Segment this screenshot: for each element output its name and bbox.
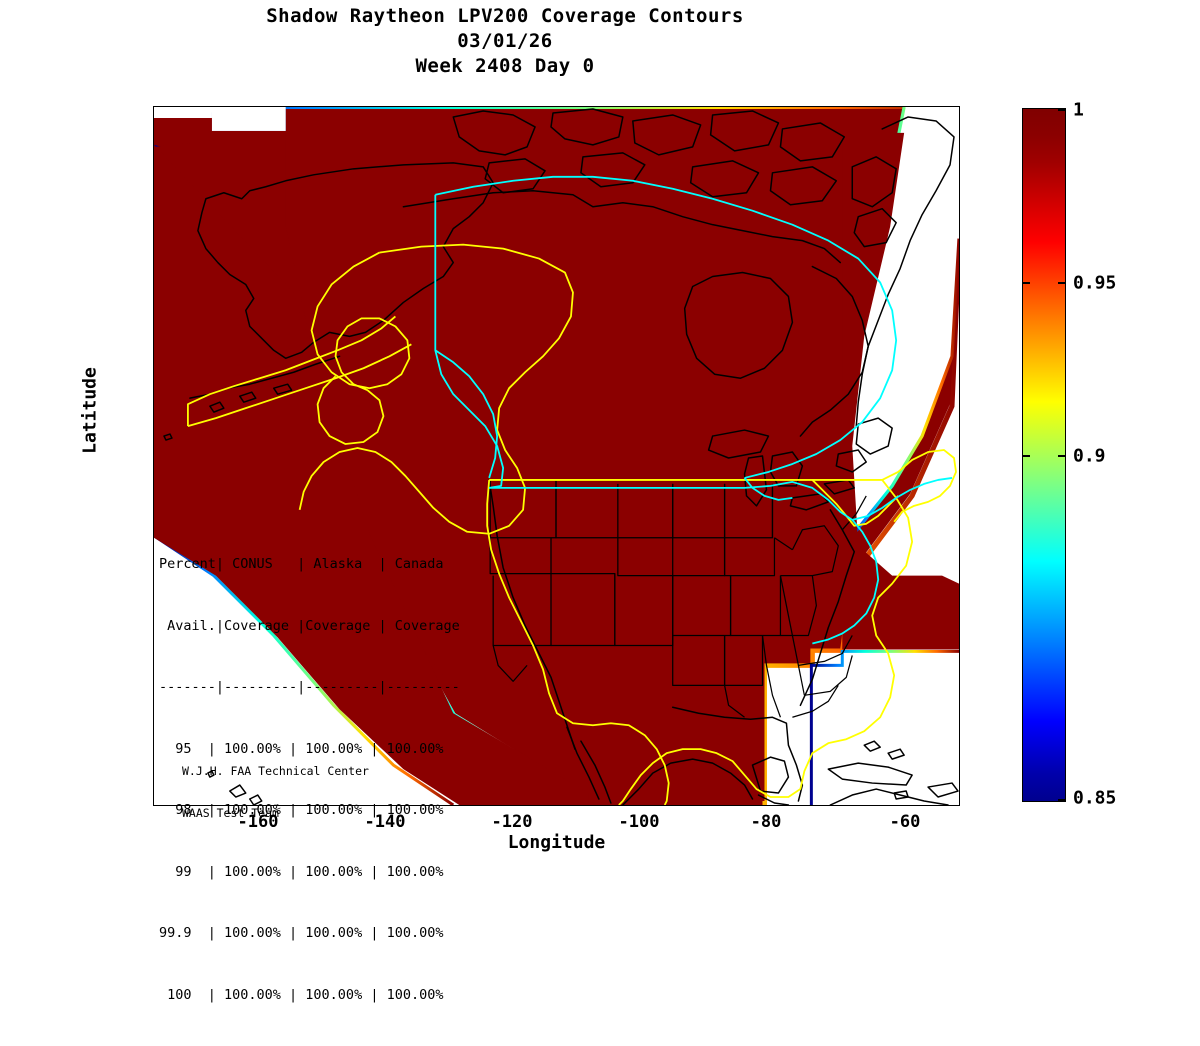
coastline-baffin-island-2 — [853, 207, 897, 248]
coastline-arctic-islands-6 — [689, 160, 760, 198]
canada-region-contour-pacific — [434, 349, 499, 479]
stats-header-row-2: Avail.|Coverage |Coverage | Coverage — [159, 617, 460, 634]
conus-region-contour-west — [486, 479, 670, 805]
stats-row-99-9: 99.9 | 100.00% | 100.00% | 100.00% — [159, 925, 444, 941]
alaska-aleutian-contour-south — [187, 343, 412, 427]
pacific-fringe — [154, 534, 455, 805]
coastline-baja — [566, 726, 600, 800]
uncovered-region-greenland — [844, 107, 959, 536]
coastline-us-east — [799, 509, 856, 707]
coastline-hawaii-3 — [249, 794, 263, 805]
credit-block: W.J.H. FAA Technical Center WAAS Test Te… — [182, 736, 369, 848]
coverage-gap-nw-2 — [211, 107, 286, 131]
stats-row-98: 98 | 100.00% | 100.00% | 100.00% — [159, 802, 444, 818]
coastline-south-america — [829, 788, 949, 805]
uncovered-region-south-atlantic — [811, 651, 959, 805]
credit-line-1: W.J.H. FAA Technical Center — [182, 764, 369, 778]
canada-region-contour-south — [489, 477, 953, 521]
x-tick-minus160: -160 — [237, 812, 279, 832]
coastline-canada-north — [402, 190, 842, 264]
credit-line-2: WAAS Test Team — [182, 806, 279, 820]
coverage-gap-nw-3 — [154, 107, 212, 118]
coastline-cuba — [827, 762, 913, 786]
coastline-bahamas-2 — [887, 748, 905, 760]
coverage-step-nw — [154, 117, 212, 131]
x-tick-minus140: -140 — [364, 812, 406, 832]
coastline-arctic-islands-4 — [709, 110, 780, 152]
coastline-lake-michigan — [743, 455, 768, 507]
coastline-newfoundland — [855, 417, 893, 455]
coastline-aleutian-isl-4 — [163, 433, 173, 441]
coastline-gulf-mexico — [622, 758, 754, 805]
coverage-map-plot — [153, 106, 960, 806]
figure-title: Shadow Raytheon LPV200 Coverage Contours… — [0, 4, 1010, 79]
coastline-arctic-islands-2 — [550, 108, 624, 146]
coastline-us-west — [488, 479, 576, 750]
title-line-2: 03/01/26 — [457, 30, 553, 52]
x-tick-minus60: -60 — [889, 812, 921, 832]
coastline-lake-erie — [789, 493, 830, 511]
stats-divider: -------|---------|---------|--------- — [159, 679, 460, 695]
x-tick-minus80: -80 — [750, 812, 782, 832]
coverage-core-fill — [285, 132, 843, 802]
conus-region-contour-lakes — [811, 479, 899, 527]
coastline-arctic-islands-5 — [779, 122, 846, 162]
us-state-boundaries — [489, 480, 867, 718]
coastline-bahamas — [863, 740, 881, 752]
colorbar-label-095: 0.95 — [1073, 272, 1117, 294]
canada-region-contour-maritime — [812, 519, 880, 645]
coastline-lake-ontario — [823, 479, 856, 495]
coastlines-layer — [163, 108, 959, 805]
title-line-1: Shadow Raytheon LPV200 Coverage Contours — [266, 5, 744, 27]
y-axis-label: Latitude — [79, 367, 101, 454]
coastline-aleutian-isl-2 — [239, 391, 257, 403]
colorbar-tickmark-1 — [1058, 109, 1066, 111]
stats-row-100: 100 | 100.00% | 100.00% | 100.00% — [159, 986, 444, 1003]
x-axis-label: Longitude — [507, 832, 606, 853]
coastline-hawaii-1 — [207, 770, 215, 778]
coverage-core-fill-4 — [154, 144, 589, 805]
coastline-hispaniola — [927, 782, 959, 798]
coastline-arctic-islands-7 — [769, 166, 838, 206]
coastline-baffin-island — [851, 156, 897, 208]
coastline-aleutian-isl-3 — [272, 383, 293, 395]
colorbar-tickmark-09-l — [1022, 455, 1030, 457]
colorbar-label-085: 0.85 — [1073, 787, 1117, 809]
colorbar-tickmark-095-l — [1022, 282, 1030, 284]
figure-canvas: Shadow Raytheon LPV200 Coverage Contours… — [0, 4, 1117, 1003]
colorbar-label-09: 0.9 — [1073, 445, 1106, 467]
canada-region-contour — [435, 175, 898, 479]
colorbar-tickmark-085 — [1058, 799, 1066, 801]
stats-row-95: 95 | 100.00% | 100.00% | 100.00% — [159, 740, 444, 757]
conus-region-contour-ne — [881, 449, 957, 523]
colorbar-tickmark-09 — [1058, 455, 1066, 457]
canada-region-contour-west — [434, 194, 505, 489]
coastline-nova-scotia — [835, 449, 867, 473]
x-tick-minus100: -100 — [618, 812, 660, 832]
stats-header-row-1: Percent| CONUS | Alaska | Canada — [159, 556, 444, 572]
coastline-aleutian-isl-1 — [209, 401, 225, 413]
coverage-map-svg — [154, 107, 959, 805]
coastline-alaska — [197, 162, 494, 360]
coverage-core-fill-2 — [842, 132, 959, 650]
x-tick-minus120: -120 — [491, 812, 533, 832]
coastline-lake-superior — [707, 429, 770, 459]
colorbar-tickmark-095 — [1058, 282, 1066, 284]
coastline-arctic-islands-8 — [580, 152, 646, 188]
canada-region-contour-east — [743, 477, 793, 501]
colorbar-label-1: 1 — [1073, 99, 1084, 121]
coastline-arctic-islands-9 — [484, 158, 546, 194]
coastline-gulf-california — [580, 740, 612, 804]
coastline-arctic-islands-1 — [452, 110, 536, 156]
conus-region-contour — [489, 479, 914, 805]
coastline-central-america — [757, 794, 790, 805]
coastline-arctic-islands-3 — [632, 114, 702, 156]
stats-row-99: 99 | 100.00% | 100.00% | 100.00% — [159, 863, 444, 880]
coastline-us-gulf — [671, 706, 804, 802]
coastline-greenland — [855, 116, 955, 427]
coastline-hawaii-2 — [229, 784, 247, 798]
coastline-hudson-bay — [683, 271, 794, 379]
title-line-3: Week 2408 Day 0 — [415, 55, 595, 77]
alaska-aleutian-contour — [187, 315, 396, 427]
